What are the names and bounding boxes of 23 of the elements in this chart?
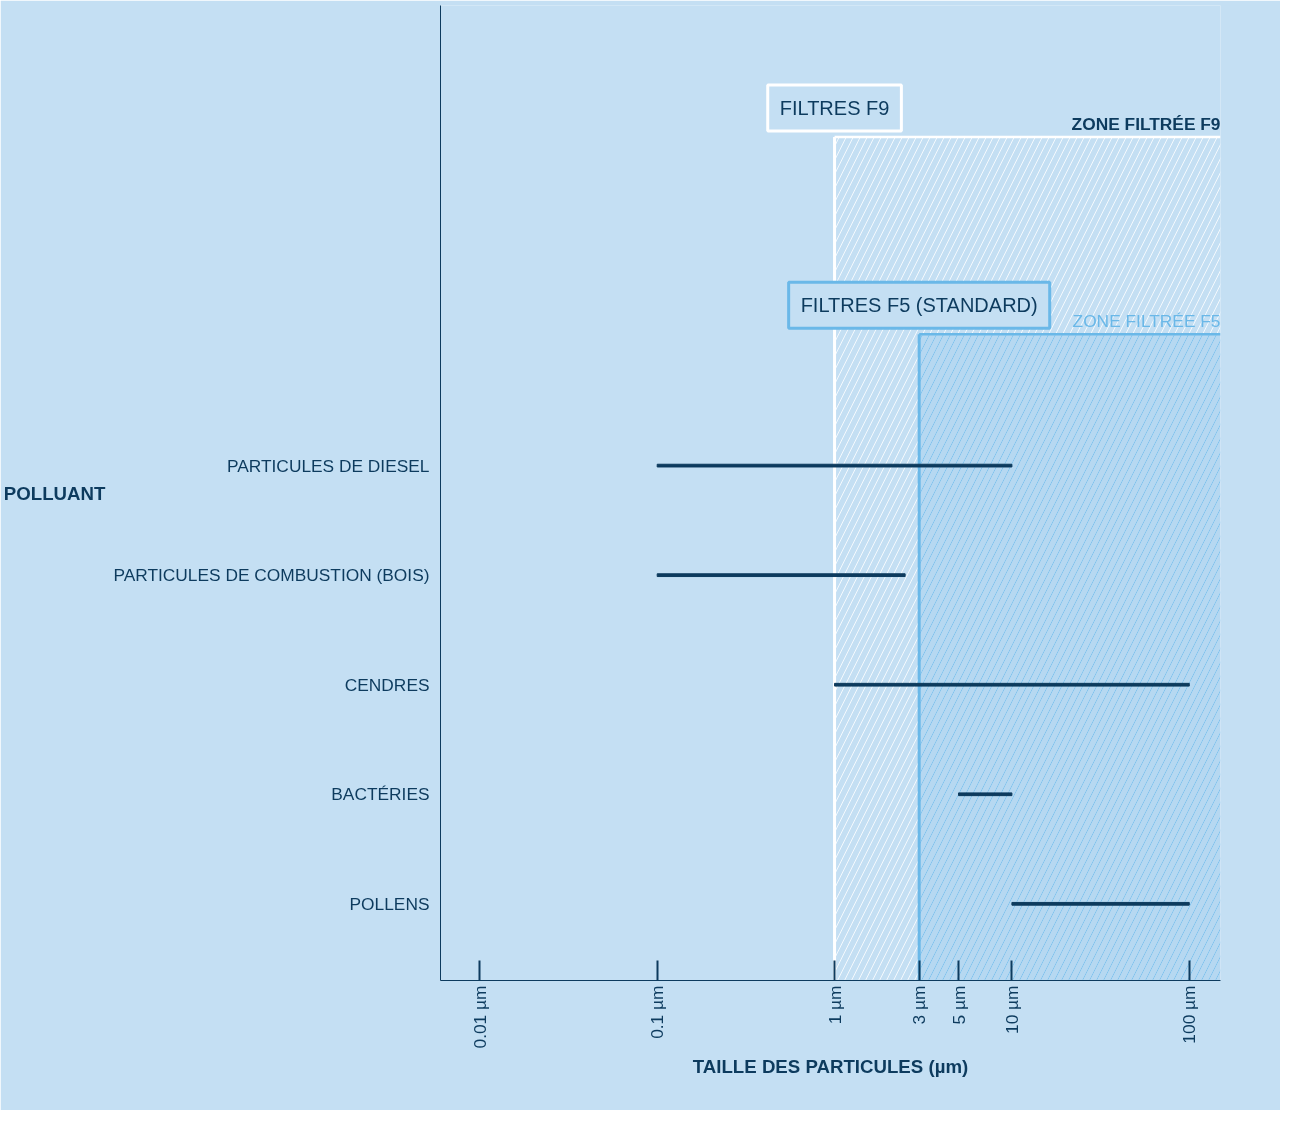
x-tick-label: 1 µm [824,985,845,1025]
x-tick-label: 10 µm [1001,985,1022,1035]
bar [958,792,1013,797]
x-tick-label: 100 µm [1179,985,1200,1044]
x-axis-title: TAILLE DES PARTICULES (µm) [692,1056,969,1078]
y-tick-label: PARTICULES DE COMBUSTION (BOIS) [113,565,430,586]
bar [834,682,1190,687]
band-label: ZONE FILTRÉE F9 [1071,113,1221,134]
y-tick-label: PARTICULES DE DIESEL [226,455,430,476]
band-label: ZONE FILTRÉE F5 [1072,311,1221,332]
x-tick-label: 3 µm [909,985,930,1025]
bar [1011,901,1190,906]
bar [656,573,906,578]
y-tick-label: BACTÉRIES [331,784,430,805]
x-tick-label: 0.1 µm [647,985,668,1039]
x-tick-label: 0.01 µm [469,985,490,1049]
y-tick-label: POLLENS [349,893,430,914]
ref-line-label: FILTRES F9 [779,96,890,119]
ref-line-label: FILTRES F5 (STANDARD) [800,294,1038,317]
bar [656,463,1013,468]
x-tick-label: 5 µm [948,985,969,1025]
y-axis-title: POLLUANT [3,482,106,504]
y-tick-label: CENDRES [344,674,430,695]
